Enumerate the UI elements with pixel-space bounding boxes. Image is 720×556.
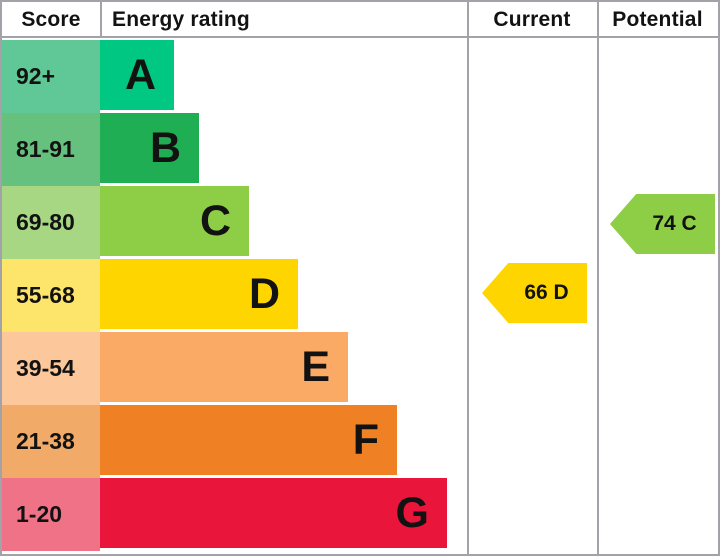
score-range-cell-g: 1-20 (2, 478, 100, 551)
rating-bar-d: D (100, 259, 298, 329)
rating-bands: 92+ A 81-91 B 69-80 C 55-68 (2, 40, 467, 551)
rating-bar-g: G (100, 478, 447, 548)
current-rating-label: 66 D (524, 281, 569, 304)
score-range-cell-d: 55-68 (2, 259, 100, 332)
rating-letter-b: B (149, 123, 181, 172)
potential-rating-arrow: 74 C (610, 194, 715, 254)
rating-letter-a: A (124, 50, 156, 99)
rating-bar-f: F (100, 405, 397, 475)
chart-header: Score Energy rating Current Potential (2, 2, 718, 38)
band-row-e: 39-54 E (2, 332, 467, 405)
score-range-cell-f: 21-38 (2, 405, 100, 478)
band-row-a: 92+ A (2, 40, 467, 113)
score-range-cell-a: 92+ (2, 40, 100, 113)
band-row-f: 21-38 F (2, 405, 467, 478)
rating-letter-d: D (248, 269, 280, 318)
header-current: Current (493, 8, 571, 31)
band-row-c: 69-80 C (2, 186, 467, 259)
band-row-g: 1-20 G (2, 478, 467, 551)
header-score: Score (21, 8, 81, 31)
score-range-label: 69-80 (16, 209, 75, 235)
score-range-label: 21-38 (16, 428, 75, 454)
current-rating-arrow: 66 D (482, 263, 587, 323)
score-range-cell-b: 81-91 (2, 113, 100, 186)
divider-score-column (100, 2, 102, 38)
divider-potential-column (597, 2, 599, 554)
rating-bar-e: E (100, 332, 348, 402)
score-range-label: 81-91 (16, 136, 75, 162)
rating-bar-c: C (100, 186, 249, 256)
potential-rating-label: 74 C (652, 212, 697, 235)
score-range-label: 39-54 (16, 355, 75, 381)
rating-letter-f: F (352, 415, 379, 464)
score-range-label: 55-68 (16, 282, 75, 308)
band-row-d: 55-68 D (2, 259, 467, 332)
rating-bar-a: A (100, 40, 174, 110)
score-range-label: 1-20 (16, 501, 63, 527)
header-energy-rating: Energy rating (112, 8, 250, 31)
score-range-cell-c: 69-80 (2, 186, 100, 259)
divider-current-column (467, 2, 469, 554)
rating-letter-g: G (395, 488, 429, 537)
rating-letter-e: E (301, 342, 330, 391)
header-potential: Potential (612, 8, 703, 31)
rating-bar-b: B (100, 113, 199, 183)
rating-letter-c: C (199, 196, 231, 245)
score-range-cell-e: 39-54 (2, 332, 100, 405)
band-row-b: 81-91 B (2, 113, 467, 186)
score-range-label: 92+ (16, 63, 56, 89)
